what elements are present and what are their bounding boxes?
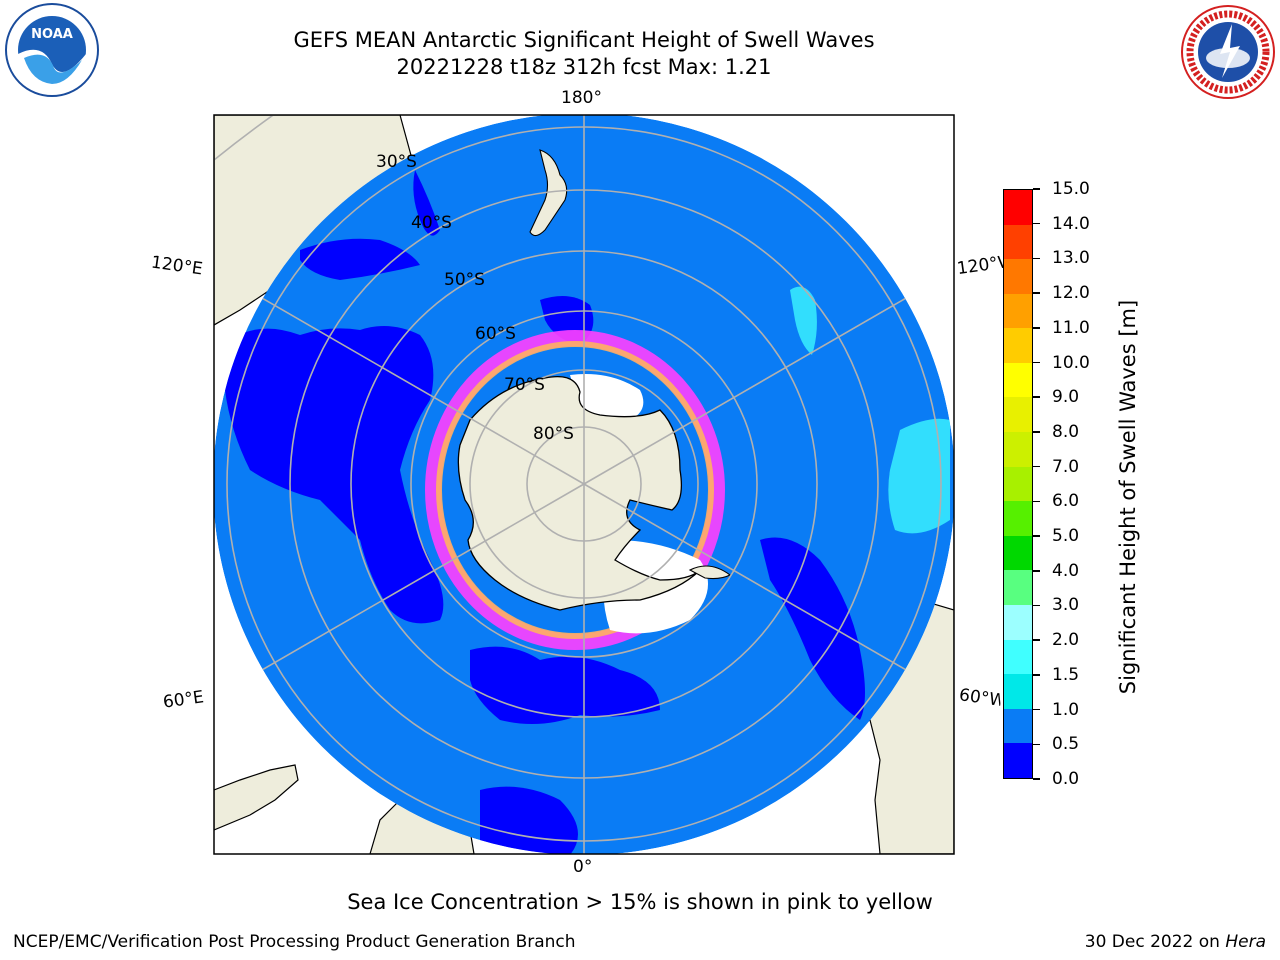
colorbar-tick (1033, 222, 1040, 225)
gridlines (214, 115, 954, 854)
colorbar-segment (1004, 743, 1032, 778)
colorbar-segment (1004, 397, 1032, 433)
colorbar-segment (1004, 189, 1032, 225)
colorbar-tick (1033, 500, 1040, 503)
colorbar-tick (1033, 639, 1040, 641)
lat-label-50s: 50°S (444, 270, 485, 290)
colorbar-tick (1033, 743, 1040, 746)
date-value: 30 Dec 2022 on (1084, 932, 1220, 952)
chart-subtitle: 20221228 t18z 312h fcst Max: 1.21 (396, 55, 772, 79)
colorbar-segment (1004, 432, 1032, 467)
colorbar-tick-label: 14.0 (1052, 213, 1090, 234)
colorbar-segment (1004, 501, 1032, 536)
low-swell-indian-ocean (225, 326, 444, 624)
colorbar-tick-label: 0.0 (1052, 769, 1080, 789)
colorbar-segment (1004, 224, 1032, 260)
colorbar-tick-label: 8.0 (1052, 421, 1080, 442)
low-swell-pacific (413, 170, 440, 236)
colorbar-tick (1033, 535, 1040, 537)
land-antarctica (457, 375, 701, 611)
low-swell-south-atlantic (470, 646, 660, 724)
colorbar-tick (1033, 257, 1040, 260)
colorbar-tick (1033, 778, 1040, 780)
colorbar-tick (1033, 570, 1040, 572)
lon-label-180: 180° (561, 88, 602, 108)
colorbar-tick (1033, 431, 1040, 433)
credit-text: NCEP/EMC/Verification Post Processing Pr… (13, 932, 576, 952)
colorbar-tick (1033, 465, 1040, 468)
colorbar-tick-label: 3.0 (1052, 595, 1080, 616)
colorbar-tick-label: 2.0 (1052, 630, 1080, 651)
colorbar-segment (1004, 259, 1032, 294)
colorbar-tick-label: 9.0 (1052, 387, 1080, 408)
colorbar-label: Significant Height of Swell Waves [m] (1116, 299, 1140, 695)
colorbar-tick-label: 1.0 (1052, 699, 1080, 720)
colorbar-tick (1033, 361, 1040, 364)
swell-1m-pacific-2 (888, 418, 950, 534)
colorbar-tick-label: 0.5 (1052, 734, 1080, 755)
colorbar-segment (1004, 708, 1032, 744)
sea-ice-ring (425, 330, 725, 650)
chart-title: GEFS MEAN Antarctic Significant Height o… (293, 28, 875, 52)
colorbar-tick-label: 10.0 (1052, 352, 1090, 373)
land-antarctic-peninsula (688, 565, 732, 580)
colorbar-tick (1033, 604, 1040, 607)
colorbar-segment (1004, 570, 1032, 606)
date-text: 30 Dec 2022 on Hera (1085, 932, 1266, 952)
colorbar-tick-label: 11.0 (1052, 317, 1090, 338)
lat-label-70s: 70°S (504, 375, 545, 395)
colorbar-tick (1033, 292, 1040, 294)
colorbar (1003, 189, 1033, 779)
colorbar-tick-label: 1.5 (1052, 664, 1080, 685)
colorbar-tick (1033, 674, 1040, 676)
colorbar-tick-label: 13.0 (1052, 248, 1090, 269)
colorbar-tick (1033, 396, 1040, 398)
colorbar-segment (1004, 535, 1032, 571)
noaa-logo-text: NOAA (31, 27, 73, 42)
colorbar-tick-label: 15.0 (1052, 179, 1090, 199)
sea-ice-ring-inner (436, 341, 714, 639)
low-swell-tasman (300, 238, 420, 280)
colorbar-segment (1004, 674, 1032, 709)
sea-ice-ross (570, 374, 644, 420)
colorbar-segment (1004, 328, 1032, 363)
colorbar-tick (1033, 327, 1040, 329)
colorbar-segment (1004, 605, 1032, 640)
lat-label-30s: 30°S (376, 152, 417, 172)
colorbar-tick (1033, 708, 1040, 711)
lat-label-80s: 80°S (533, 424, 574, 444)
sea-ice-note: Sea Ice Concentration > 15% is shown in … (347, 890, 933, 914)
colorbar-tick-label: 6.0 (1052, 491, 1080, 512)
colorbar-segment (1004, 639, 1032, 675)
noaa-logo: NOAA (5, 3, 99, 97)
swell-1m-pacific-1 (790, 286, 817, 355)
host-name: Hera (1225, 932, 1266, 952)
low-swell-drake (760, 537, 865, 720)
lat-label-40s: 40°S (411, 213, 452, 233)
colorbar-tick-label: 5.0 (1052, 526, 1080, 547)
lat-label-60s: 60°S (475, 324, 516, 344)
nws-logo (1181, 5, 1275, 99)
colorbar-tick-label: 7.0 (1052, 456, 1080, 477)
map-frame (213, 114, 955, 855)
colorbar-tick-label: 4.0 (1052, 560, 1080, 581)
land-madagascar (214, 764, 299, 831)
colorbar-tick (1033, 188, 1040, 190)
low-swell-southern-atlantic-2 (480, 786, 578, 854)
lon-label-0: 0° (573, 857, 593, 877)
colorbar-segment (1004, 362, 1032, 398)
colorbar-segment (1004, 293, 1032, 329)
colorbar-tick-label: 12.0 (1052, 283, 1090, 304)
colorbar-segment (1004, 466, 1032, 502)
